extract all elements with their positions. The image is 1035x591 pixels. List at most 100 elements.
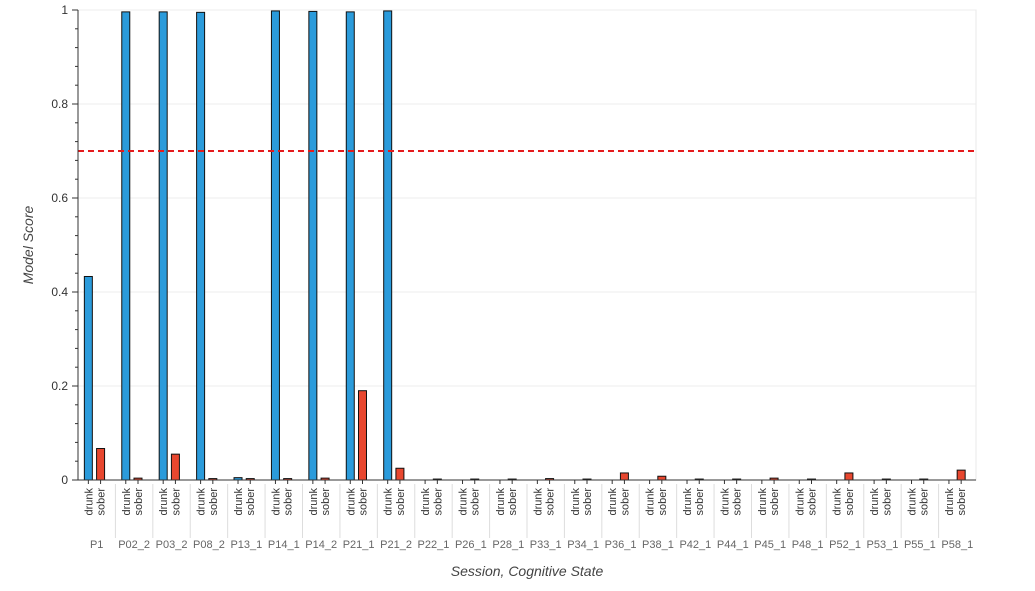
bar-drunk — [383, 10, 393, 481]
x-group-label: P28_1 — [492, 539, 524, 551]
bar-sober — [170, 453, 180, 481]
plot-background — [77, 9, 977, 481]
x-group-label: P14_1 — [268, 539, 300, 551]
y-tick-label: 0.4 — [51, 285, 68, 299]
x-state-label: sober — [844, 488, 856, 516]
x-axis-title: Session, Cognitive State — [451, 563, 604, 579]
x-group-label: P53_1 — [867, 539, 899, 551]
x-state-label: sober — [769, 488, 781, 516]
x-state-label: drunk — [757, 488, 769, 516]
x-state-label: drunk — [458, 488, 470, 516]
y-axis-title: Model Score — [20, 205, 36, 284]
x-group-label: P36_1 — [605, 539, 637, 551]
bar-sober — [395, 467, 405, 481]
x-state-label: drunk — [121, 488, 133, 516]
x-group-label: P22_1 — [418, 539, 450, 551]
x-group-label: P21_1 — [343, 539, 375, 551]
x-state-label: drunk — [420, 488, 432, 516]
x-group-label: P48_1 — [792, 539, 824, 551]
x-state-label: drunk — [158, 488, 170, 516]
x-state-label: sober — [545, 488, 557, 516]
x-state-label: drunk — [832, 488, 844, 516]
x-state-label: sober — [170, 488, 182, 516]
x-state-label: sober — [133, 488, 145, 516]
x-state-label: sober — [245, 488, 257, 516]
y-tick-labels: 0 0.2 0.4 0.6 0.8 1 — [51, 3, 68, 487]
x-state-label: sober — [582, 488, 594, 516]
bar-drunk — [121, 11, 131, 481]
x-state-label: drunk — [270, 488, 282, 516]
bar-sober — [96, 448, 106, 481]
x-state-label: sober — [96, 488, 108, 516]
x-state-label: drunk — [345, 488, 357, 516]
x-group-label: P14_2 — [305, 539, 337, 551]
x-state-label: drunk — [944, 488, 956, 516]
bar-sober — [619, 472, 629, 481]
x-state-label: sober — [507, 488, 519, 516]
x-group-label: P02_2 — [118, 539, 150, 551]
x-group-label: P33_1 — [530, 539, 562, 551]
x-group-label: P26_1 — [455, 539, 487, 551]
y-tick-label: 1 — [61, 3, 68, 17]
x-group-label: P34_1 — [567, 539, 599, 551]
bar-drunk — [196, 11, 206, 481]
x-state-label: sober — [470, 488, 482, 516]
x-state-label: sober — [395, 488, 407, 516]
x-group-label: P13_1 — [230, 539, 262, 551]
x-group-label: P1 — [90, 539, 103, 551]
y-tick-label: 0 — [61, 473, 68, 487]
x-state-label: sober — [881, 488, 893, 516]
y-tick-label: 0.2 — [51, 379, 68, 393]
x-state-label: sober — [283, 488, 295, 516]
x-state-label: sober — [357, 488, 369, 516]
x-state-label: drunk — [308, 488, 320, 516]
x-state-label: drunk — [83, 488, 95, 516]
x-state-label: drunk — [907, 488, 919, 516]
x-state-label: drunk — [532, 488, 544, 516]
x-state-label: sober — [657, 488, 669, 516]
x-group-label: P08_2 — [193, 539, 225, 551]
bar-drunk — [83, 275, 93, 481]
x-state-label: sober — [619, 488, 631, 516]
x-state-label: sober — [806, 488, 818, 516]
x-state-label: drunk — [645, 488, 657, 516]
x-group-label: P03_2 — [156, 539, 188, 551]
x-state-label: sober — [919, 488, 931, 516]
x-state-label: drunk — [869, 488, 881, 516]
x-state-label: sober — [694, 488, 706, 516]
bars — [83, 10, 966, 481]
x-group-label: P55_1 — [904, 539, 936, 551]
axes — [72, 9, 976, 538]
x-state-label: drunk — [719, 488, 731, 516]
x-state-label: sober — [732, 488, 744, 516]
bar-sober — [657, 475, 667, 481]
x-group-label: P38_1 — [642, 539, 674, 551]
bar-drunk — [158, 11, 168, 481]
x-state-label: sober — [956, 488, 968, 516]
x-state-label: drunk — [233, 488, 245, 516]
x-group-label: P21_2 — [380, 539, 412, 551]
x-state-label: drunk — [383, 488, 395, 516]
x-state-label: drunk — [570, 488, 582, 516]
bar-drunk — [308, 10, 318, 481]
y-tick-label: 0.6 — [51, 191, 68, 205]
x-group-label: P42_1 — [679, 539, 711, 551]
bar-drunk — [345, 11, 355, 481]
bar-drunk — [270, 10, 280, 481]
bar-sober — [844, 472, 854, 481]
x-state-label: drunk — [607, 488, 619, 516]
x-state-label: drunk — [495, 488, 507, 516]
x-group-label: P58_1 — [941, 539, 973, 551]
x-state-label: sober — [208, 488, 220, 516]
x-state-label: drunk — [196, 488, 208, 516]
x-state-label: sober — [320, 488, 332, 516]
x-state-label: sober — [432, 488, 444, 516]
y-tick-label: 0.8 — [51, 97, 68, 111]
x-group-label: P52_1 — [829, 539, 861, 551]
bar-sober — [357, 390, 367, 481]
x-state-label: drunk — [794, 488, 806, 516]
x-group-label: P44_1 — [717, 539, 749, 551]
bar-sober — [956, 469, 966, 481]
